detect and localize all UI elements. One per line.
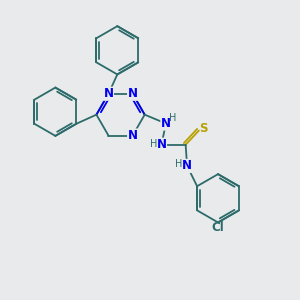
Text: H: H bbox=[175, 159, 182, 170]
Text: N: N bbox=[128, 87, 138, 100]
Text: S: S bbox=[199, 122, 208, 135]
Text: N: N bbox=[182, 159, 192, 172]
Text: N: N bbox=[161, 117, 171, 130]
Text: N: N bbox=[157, 138, 166, 151]
Text: H: H bbox=[169, 113, 176, 123]
Text: H: H bbox=[150, 139, 157, 149]
Text: Cl: Cl bbox=[212, 221, 224, 234]
Text: N: N bbox=[128, 129, 138, 142]
Text: N: N bbox=[103, 87, 113, 100]
